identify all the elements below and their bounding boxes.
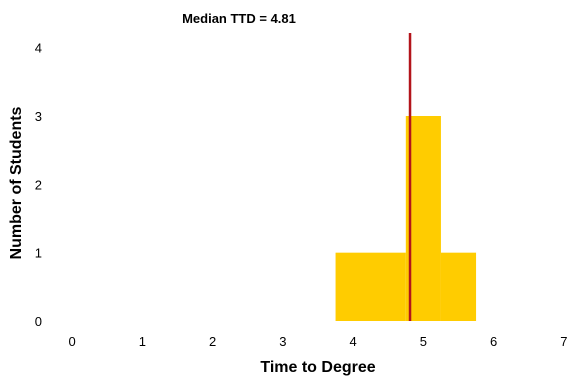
histogram-bar (440, 252, 477, 321)
x-tick-label: 3 (279, 334, 286, 349)
x-tick-label: 5 (420, 334, 427, 349)
x-tick-label: 7 (560, 334, 567, 349)
x-axis-ticks: 0 1 2 3 4 5 6 7 (69, 334, 568, 349)
y-tick-label: 4 (35, 41, 42, 56)
y-axis-label: Number of Students (8, 106, 25, 259)
y-tick-label: 2 (35, 177, 42, 192)
x-tick-label: 6 (490, 334, 497, 349)
y-tick-label: 0 (35, 314, 42, 329)
x-axis-label: Time to Degree (260, 359, 375, 376)
x-tick-label: 1 (139, 334, 146, 349)
x-tick-label: 2 (209, 334, 216, 349)
histogram-bar (405, 116, 441, 321)
y-tick-label: 3 (35, 109, 42, 124)
histogram-bar (335, 252, 406, 321)
chart-title: Median TTD = 4.81 (182, 11, 296, 26)
x-tick-label: 0 (69, 334, 76, 349)
histogram-bars (335, 116, 477, 321)
y-tick-label: 1 (35, 246, 42, 261)
x-tick-label: 4 (350, 334, 357, 349)
y-axis-ticks: 0 1 2 3 4 (35, 41, 42, 329)
